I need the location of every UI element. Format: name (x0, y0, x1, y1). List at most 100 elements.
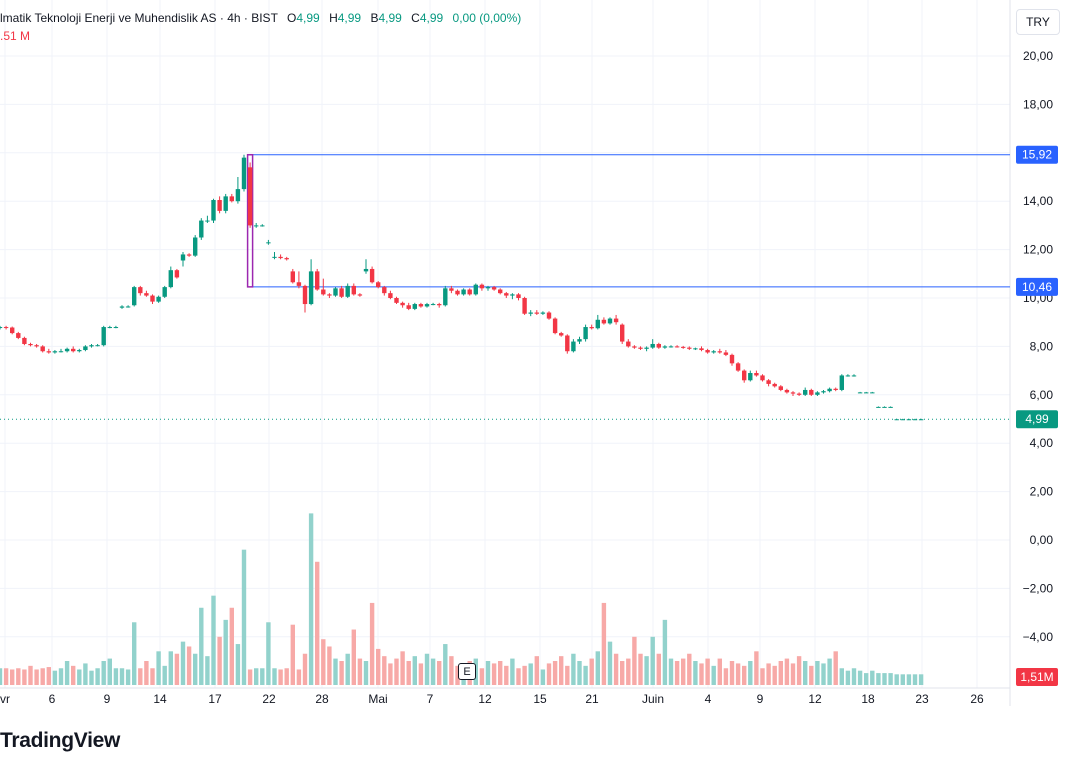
volume-bar (662, 619, 668, 685)
candle-down (437, 304, 442, 306)
candle-down (247, 167, 253, 226)
tradingview-logo[interactable]: TradingView (0, 729, 121, 752)
volume-bar (918, 674, 924, 685)
candle-down (144, 293, 149, 296)
volume-bar (193, 653, 198, 685)
symbol-title: lmatik Teknoloji Enerji ve Muhendislik A… (0, 11, 278, 25)
low-label: B (370, 11, 379, 25)
volume-bar (644, 656, 649, 685)
volume-bar (229, 607, 234, 685)
candle-down (369, 268, 375, 283)
candle-up (583, 327, 588, 340)
candle-down (766, 380, 771, 384)
volume-bar (894, 674, 899, 685)
volume-bar (522, 665, 527, 685)
candle-down (565, 335, 570, 352)
x-tick-label: 26 (970, 692, 984, 706)
y-tick-label: 4,00 (1030, 436, 1054, 450)
volume-bar (504, 665, 509, 685)
volume-bar (217, 636, 222, 685)
candle-up (107, 327, 112, 329)
close-value: 4,99 (419, 11, 444, 25)
candle-up (223, 196, 228, 211)
candle-up (83, 346, 88, 351)
candle-up (260, 225, 265, 227)
volume-bar (174, 653, 180, 685)
x-tick-label: 9 (104, 692, 111, 706)
volume-tag: 1,51M (1020, 670, 1053, 684)
candle-up (912, 419, 918, 421)
candle-down (339, 288, 344, 297)
candle-up (199, 220, 204, 238)
volume-bar (681, 658, 686, 685)
x-tick-label: 12 (808, 692, 822, 706)
candle-up (430, 304, 436, 306)
candle-down (28, 343, 33, 346)
volume-bar (632, 636, 637, 685)
volume-bar (211, 595, 216, 685)
volume-bar (711, 665, 716, 685)
volume-bar (766, 663, 771, 685)
candle-down (284, 258, 289, 260)
volume-bar (784, 658, 790, 685)
volume-bar (516, 668, 521, 685)
candle-down (394, 298, 399, 303)
volume-bar (89, 670, 94, 685)
candle-up (235, 189, 241, 202)
x-tick-label: 22 (262, 692, 276, 706)
x-tick-label: 7 (427, 692, 434, 706)
candle-down (784, 389, 790, 393)
volume-bar (723, 668, 729, 685)
y-tick-label: 18,00 (1023, 97, 1053, 111)
candle-up (571, 341, 576, 352)
volume-bar (443, 644, 448, 685)
x-tick-label: vr (0, 692, 10, 706)
candle-down (681, 346, 686, 348)
candle-up (870, 392, 875, 394)
volume-bar (772, 665, 777, 685)
candle-up (89, 345, 94, 347)
candle-down (674, 346, 680, 348)
earnings-event-icon[interactable]: E (458, 663, 476, 680)
candle-up (58, 351, 64, 353)
candle-down (589, 327, 594, 329)
volume-bar (479, 668, 485, 685)
volume-bar (437, 661, 442, 685)
candle-up (803, 389, 808, 395)
candle-down (174, 270, 180, 278)
volume-bar (10, 669, 15, 685)
candle-down (705, 350, 710, 353)
close-label: C (411, 11, 420, 25)
highlight-rectangle[interactable] (246, 153, 254, 288)
candle-down (418, 304, 424, 307)
currency-button[interactable]: TRY (1016, 9, 1060, 35)
candle-up (851, 375, 857, 377)
y-tick-label: −4,00 (1023, 630, 1054, 644)
candle-up (345, 285, 350, 297)
price-tag-bg (1016, 145, 1058, 164)
volume-bar (46, 667, 51, 685)
volume-bar (735, 663, 741, 685)
volume-bar (278, 669, 283, 685)
volume-bar (296, 669, 302, 685)
volume-bar (827, 658, 832, 685)
candle-down (498, 289, 503, 294)
candle-up (485, 287, 491, 289)
candle-up (266, 242, 271, 244)
candle-up (510, 294, 515, 296)
volume-bar (247, 669, 253, 685)
candle-down (296, 282, 302, 286)
price-tag-bg (1016, 277, 1058, 296)
candle-down (601, 319, 607, 324)
candle-up (363, 268, 369, 272)
volume-bar (369, 602, 375, 685)
price-tag: 15,92 (1022, 148, 1052, 162)
candle-down (717, 351, 722, 353)
volume-bar (510, 658, 515, 685)
volume-bar (668, 658, 674, 685)
volume-bar (223, 619, 228, 685)
volume-bar (754, 651, 759, 685)
y-tick-label: 14,00 (1023, 194, 1053, 208)
volume-bar (870, 670, 875, 685)
